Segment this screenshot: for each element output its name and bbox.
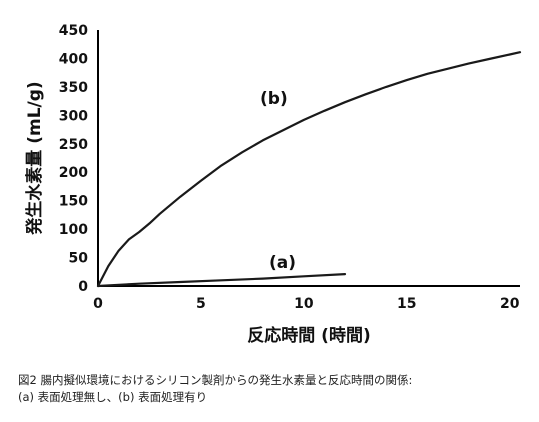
y-tick-label: 0	[78, 279, 88, 295]
line-chart: 0 50 100 150 200 250 300 350 400 450 0 5 10 15 20 (b)…	[24, 23, 522, 346]
y-tick-label: 350	[59, 80, 88, 96]
x-axis-ticks: 0 5 10 15 20	[93, 296, 520, 312]
series-label-b: (b)	[260, 89, 288, 109]
y-axis-ticks: 0 50 100 150 200 250 300 350 400 450	[59, 23, 88, 295]
x-axis-title: 反応時間 (時間)	[247, 325, 370, 346]
y-tick-label: 300	[59, 108, 88, 124]
x-tick-label: 10	[294, 296, 314, 312]
caption-line-2: (a) 表面処理無し、(b) 表面処理有り	[18, 390, 208, 404]
x-tick-label: 15	[397, 296, 416, 312]
y-tick-label: 400	[59, 51, 88, 67]
series-a-line	[96, 273, 347, 288]
series-layer	[96, 51, 522, 288]
y-axis-title: 発生水素量 (mL/g)	[24, 81, 45, 235]
y-tick-label: 200	[59, 165, 88, 181]
y-tick-label: 150	[59, 194, 88, 210]
x-tick-label: 20	[500, 296, 520, 312]
x-tick-label: 0	[93, 296, 103, 312]
x-tick-label: 5	[196, 296, 206, 312]
y-tick-label: 250	[59, 137, 88, 153]
y-tick-label: 450	[59, 23, 88, 39]
series-label-a: (a)	[269, 253, 296, 273]
series-b-line	[96, 51, 522, 288]
figure-caption: 図2 腸内擬似環境におけるシリコン製剤からの発生水素量と反応時間の関係: (a)…	[18, 372, 533, 406]
y-tick-label: 50	[69, 251, 89, 267]
caption-line-1: 図2 腸内擬似環境におけるシリコン製剤からの発生水素量と反応時間の関係:	[18, 373, 413, 387]
y-tick-label: 100	[59, 222, 88, 238]
